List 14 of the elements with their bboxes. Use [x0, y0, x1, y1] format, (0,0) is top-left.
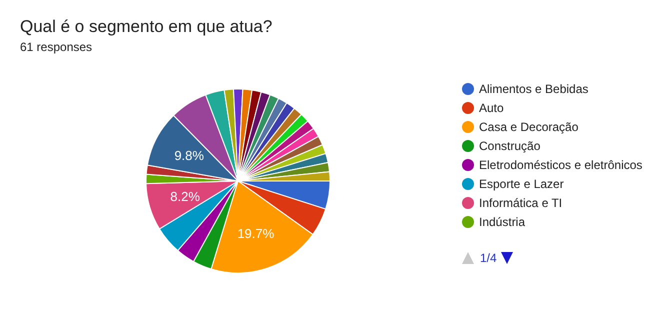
data-label: 8.2%: [170, 189, 200, 204]
legend-label: Esporte e Lazer: [479, 177, 564, 191]
legend-label: Eletrodomésticos e eletrônicos: [479, 158, 642, 172]
data-label: 9.8%: [174, 148, 204, 163]
chart-title: Qual é o segmento em que atua?: [20, 17, 272, 36]
legend-label: Indústria: [479, 215, 526, 229]
legend-label: Informática e TI: [479, 196, 562, 210]
legend-label: Alimentos e Bebidas: [479, 82, 588, 96]
legend-label: Construção: [479, 139, 541, 153]
text: 1/4: [480, 251, 498, 265]
chart-subtitle: 61 responses: [20, 40, 92, 54]
data-label: 19.7%: [237, 226, 275, 241]
legend-label: Casa e Decoração: [479, 120, 579, 134]
legend-label: Auto: [479, 101, 504, 115]
